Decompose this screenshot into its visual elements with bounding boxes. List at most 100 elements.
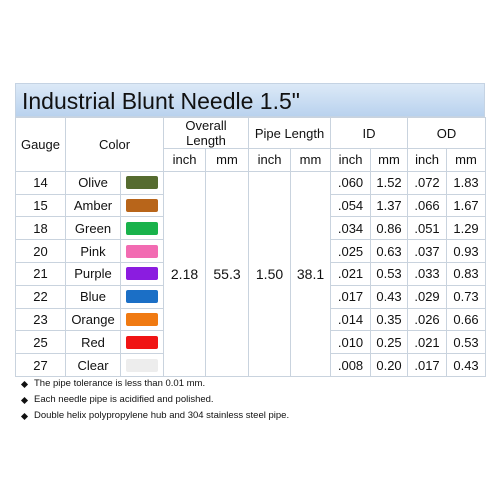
notes: The pipe tolerance is less than 0.01 mm.… (20, 376, 289, 424)
dimension-cell: 0.53 (446, 330, 487, 355)
swatch-cell (119, 330, 165, 355)
data-row: 14 Olive 2.18 55.3 1.50 38.1.060 1.52.072 1.83 (15, 170, 487, 377)
gauge-cell: 18 (15, 216, 66, 241)
length-cell: 2.18 (163, 170, 207, 377)
bullet (20, 380, 29, 388)
data-row: 23 Orange .014 0.35.026 0.66 (15, 307, 487, 332)
swatch-cell (119, 216, 165, 241)
header-cell: Color (64, 117, 165, 172)
dimension-cell: .060 (330, 170, 372, 195)
dimension-cell: .051 (407, 216, 448, 241)
subheader-cell: inch (330, 148, 372, 172)
subheader-cell: mm (290, 148, 332, 172)
gauge-cell: 21 (15, 261, 66, 286)
color-swatch (126, 267, 159, 281)
note: Double helix polypropylene hub and 304 s… (20, 408, 289, 424)
color-cell: Pink (65, 239, 121, 263)
gauge-cell: 15 (15, 193, 66, 218)
color-cell: Purple (65, 261, 121, 286)
swatch-cell (119, 239, 165, 263)
subheader-cell: mm (370, 148, 409, 172)
swatch-cell (119, 353, 165, 377)
dimension-cell: 1.67 (446, 193, 487, 218)
dimension-cell: 0.66 (446, 307, 487, 332)
spec-table: Gauge Color Overall Length Pipe Length ID OD i… (15, 117, 487, 377)
data-row: 25 Red .010 0.25.021 0.53 (15, 330, 487, 355)
dimension-cell: 0.43 (446, 353, 487, 377)
swatch-cell (119, 261, 165, 286)
dimension-cell: 1.83 (446, 170, 487, 195)
length-cell: 38.1 (290, 170, 332, 377)
dimension-cell: 1.52 (370, 170, 409, 195)
data-row: 18 Green .034 0.86.051 1.29 (15, 216, 487, 241)
dimension-cell: 0.63 (370, 239, 409, 263)
data-row: 20 Pink .025 0.63.037 0.93 (15, 239, 487, 263)
subheader-cell: mm (205, 148, 250, 172)
color-swatch (126, 335, 159, 349)
gauge-cell: 20 (15, 239, 66, 263)
length-cell: 55.3 (205, 170, 250, 377)
color-swatch (126, 221, 159, 235)
note-text: The pipe tolerance is less than 0.01 mm. (34, 378, 206, 389)
dimension-cell: 0.73 (446, 284, 487, 309)
bullet (20, 396, 29, 404)
dimension-cell: .072 (407, 170, 448, 195)
subheader-cell: inch (163, 148, 207, 172)
dimension-cell: 0.53 (370, 261, 409, 286)
dimension-cell: .017 (407, 353, 448, 377)
length-cell: 1.50 (248, 170, 292, 377)
color-swatch (126, 198, 159, 212)
dimension-cell: .054 (330, 193, 372, 218)
color-cell: Orange (65, 307, 121, 332)
subheader-row: inch mm inch mm inch mm inch mm (16, 148, 487, 172)
gauge-cell: 25 (15, 330, 66, 355)
dimension-cell: 0.35 (370, 307, 409, 332)
gauge-cell: 27 (15, 353, 66, 377)
dimension-cell: 0.83 (446, 261, 487, 286)
color-cell: Blue (65, 284, 121, 309)
gauge-cell: 23 (15, 307, 66, 332)
header-cell: Overall Length (163, 117, 250, 149)
data-row: 27 Clear .008 0.20.017 0.43 (15, 353, 487, 377)
dimension-cell: .014 (330, 307, 372, 332)
header-cell: Gauge (15, 117, 66, 172)
color-cell: Green (65, 216, 121, 241)
dimension-cell: 0.93 (446, 239, 487, 263)
dimension-cell: 1.29 (446, 216, 487, 241)
color-cell: Olive (65, 170, 121, 195)
subheader-cell: inch (407, 148, 448, 172)
subheader-cell: inch (248, 148, 292, 172)
dimension-cell: 0.20 (370, 353, 409, 377)
color-cell: Amber (65, 193, 121, 218)
dimension-cell: .029 (407, 284, 448, 309)
dimension-cell: 0.25 (370, 330, 409, 355)
note-text: Double helix polypropylene hub and 304 s… (34, 410, 290, 421)
dimension-cell: .008 (330, 353, 372, 377)
data-row: 15 Amber .054 1.37.066 1.67 (15, 193, 487, 218)
dimension-cell: .026 (407, 307, 448, 332)
color-swatch (126, 244, 159, 258)
color-cell: Red (65, 330, 121, 355)
dimension-cell: .021 (330, 261, 372, 286)
swatch-cell (119, 193, 165, 218)
swatch-cell (119, 284, 165, 309)
color-swatch (126, 290, 159, 304)
header-row: Gauge Color Overall Length Pipe Length ID OD (15, 117, 487, 172)
header-cell: ID (330, 117, 409, 149)
dimension-cell: .034 (330, 216, 372, 241)
dimension-cell: .066 (407, 193, 448, 218)
header-cell: OD (407, 117, 487, 149)
spec-sheet: Industrial Blunt Needle 1.5" Gauge Color O… (15, 83, 487, 377)
dimension-cell: .037 (407, 239, 448, 263)
gauge-cell: 14 (15, 170, 66, 195)
dimension-cell: .021 (407, 330, 448, 355)
subheader-cell: mm (446, 148, 487, 172)
swatch-cell (119, 307, 165, 332)
swatch-cell (119, 170, 165, 195)
note: The pipe tolerance is less than 0.01 mm. (20, 376, 289, 392)
bullet (20, 412, 29, 420)
dimension-cell: .025 (330, 239, 372, 263)
color-cell: Clear (65, 353, 121, 377)
header-cell: Pipe Length (248, 117, 332, 149)
